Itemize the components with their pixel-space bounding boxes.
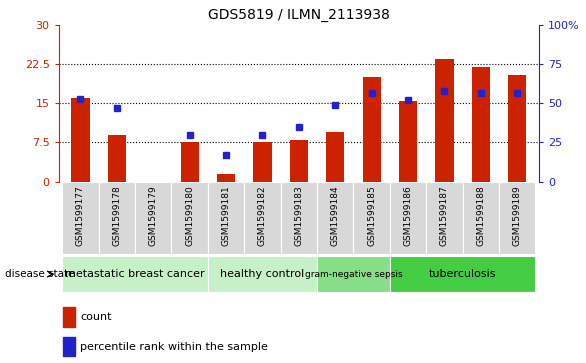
Text: GSM1599177: GSM1599177	[76, 185, 85, 246]
Text: gram-negative sepsis: gram-negative sepsis	[305, 270, 402, 278]
Text: GSM1599178: GSM1599178	[113, 185, 121, 246]
Bar	[426, 182, 463, 254]
Bar	[62, 256, 208, 292]
Bar	[244, 182, 281, 254]
Bar	[281, 182, 317, 254]
Text: GSM1599187: GSM1599187	[440, 185, 449, 246]
Text: metastatic breast cancer: metastatic breast cancer	[65, 269, 205, 279]
Bar	[63, 337, 76, 356]
Bar	[317, 256, 390, 292]
Text: GSM1599186: GSM1599186	[404, 185, 413, 246]
Bar	[353, 182, 390, 254]
Bar	[135, 182, 172, 254]
Bar	[363, 77, 381, 182]
Text: GSM1599183: GSM1599183	[294, 185, 304, 246]
Bar	[289, 140, 308, 182]
Text: GSM1599188: GSM1599188	[476, 185, 485, 246]
Bar	[390, 182, 426, 254]
Bar	[217, 174, 235, 182]
Text: GSM1599180: GSM1599180	[185, 185, 194, 246]
Text: tuberculosis: tuberculosis	[429, 269, 496, 279]
Text: GSM1599182: GSM1599182	[258, 185, 267, 246]
Bar	[172, 182, 208, 254]
Bar	[472, 67, 490, 182]
Bar	[208, 182, 244, 254]
Text: percentile rank within the sample: percentile rank within the sample	[80, 342, 268, 352]
Bar	[253, 143, 271, 182]
Text: GSM1599179: GSM1599179	[149, 185, 158, 246]
Bar	[62, 182, 98, 254]
Bar	[317, 182, 353, 254]
Text: disease state: disease state	[5, 269, 74, 279]
Text: GSM1599189: GSM1599189	[513, 185, 522, 246]
Bar	[399, 101, 417, 182]
Bar	[499, 182, 536, 254]
Bar	[208, 256, 317, 292]
Bar	[180, 143, 199, 182]
Text: count: count	[80, 312, 112, 322]
Bar	[463, 182, 499, 254]
Bar	[508, 75, 526, 182]
Bar	[435, 59, 454, 182]
Bar	[98, 182, 135, 254]
Bar	[390, 256, 536, 292]
Text: healthy control: healthy control	[220, 269, 305, 279]
Bar	[63, 307, 76, 327]
Text: GSM1599184: GSM1599184	[331, 185, 340, 246]
Title: GDS5819 / ILMN_2113938: GDS5819 / ILMN_2113938	[208, 8, 390, 22]
Text: GSM1599185: GSM1599185	[367, 185, 376, 246]
Bar	[326, 132, 345, 182]
Bar	[71, 98, 90, 182]
Text: GSM1599181: GSM1599181	[222, 185, 230, 246]
Bar	[108, 135, 126, 182]
